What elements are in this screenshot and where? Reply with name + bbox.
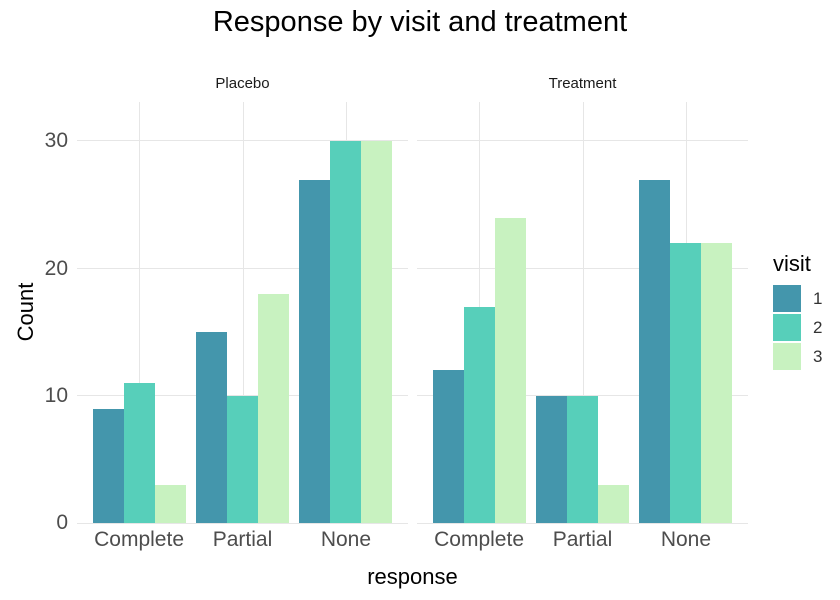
legend-label: 2 <box>813 317 823 337</box>
bar-placebo-partial-visit2 <box>227 396 258 523</box>
facet-strip-label: Treatment <box>548 75 617 92</box>
legend-swatch-icon <box>773 343 801 370</box>
bar-placebo-partial-visit3 <box>258 294 289 523</box>
gridline-horizontal <box>417 267 748 269</box>
bar-treatment-complete-visit3 <box>495 218 526 523</box>
legend-item: 1 <box>773 285 822 312</box>
legend-item: 2 <box>773 314 822 341</box>
gridline-horizontal <box>77 140 408 142</box>
chart-title: Response by visit and treatment <box>212 6 628 38</box>
gridline-horizontal <box>77 267 408 269</box>
bar-treatment-partial-visit3 <box>598 485 629 523</box>
legend-swatch-icon <box>773 314 801 341</box>
x-tick-label: Partial <box>552 528 613 551</box>
legend-items: 1 2 3 <box>773 285 822 370</box>
legend: visit 1 2 3 <box>773 252 822 372</box>
bar-treatment-complete-visit2 <box>464 307 495 523</box>
x-axis-title: response <box>367 564 458 589</box>
x-tick-label: Partial <box>212 528 273 551</box>
y-tick-label: 0 <box>56 511 68 534</box>
bar-treatment-none-visit3 <box>701 243 732 523</box>
facet-panel <box>417 102 748 524</box>
gridline-vertical <box>139 102 140 523</box>
bar-placebo-none-visit1 <box>299 180 330 523</box>
x-tick-label: None <box>320 528 372 551</box>
y-tick-label: 10 <box>44 383 68 407</box>
legend-label: 3 <box>813 346 823 366</box>
bar-treatment-partial-visit2 <box>567 396 598 523</box>
bar-placebo-none-visit2 <box>330 141 361 523</box>
bar-placebo-complete-visit2 <box>124 383 155 523</box>
bar-treatment-none-visit2 <box>670 243 701 523</box>
bar-placebo-complete-visit1 <box>93 409 124 523</box>
legend-item: 3 <box>773 343 822 370</box>
legend-swatch-icon <box>773 285 801 312</box>
facet-strip-label: Placebo <box>215 75 270 92</box>
x-tick-label: Complete <box>434 528 525 551</box>
gridline-horizontal <box>417 140 748 142</box>
y-axis-title: Count <box>13 282 38 342</box>
bar-treatment-none-visit1 <box>639 180 670 523</box>
y-tick-label: 20 <box>44 256 68 280</box>
gridline-horizontal <box>417 523 748 524</box>
bar-placebo-none-visit3 <box>361 141 392 523</box>
x-tick-label: None <box>660 528 712 551</box>
facet-panel <box>77 102 408 524</box>
gridline-vertical <box>583 102 584 523</box>
bar-placebo-complete-visit3 <box>155 485 186 523</box>
bar-treatment-complete-visit1 <box>433 370 464 523</box>
gridline-vertical <box>243 102 244 523</box>
gridline-horizontal <box>417 394 748 396</box>
bar-treatment-partial-visit1 <box>536 396 567 523</box>
gridline-horizontal <box>77 523 408 524</box>
y-tick-label: 30 <box>44 129 68 153</box>
legend-title: visit <box>773 251 811 276</box>
legend-label: 1 <box>813 288 823 308</box>
x-tick-label: Complete <box>94 528 185 551</box>
bar-placebo-partial-visit1 <box>196 332 227 523</box>
gridline-horizontal <box>77 394 408 396</box>
